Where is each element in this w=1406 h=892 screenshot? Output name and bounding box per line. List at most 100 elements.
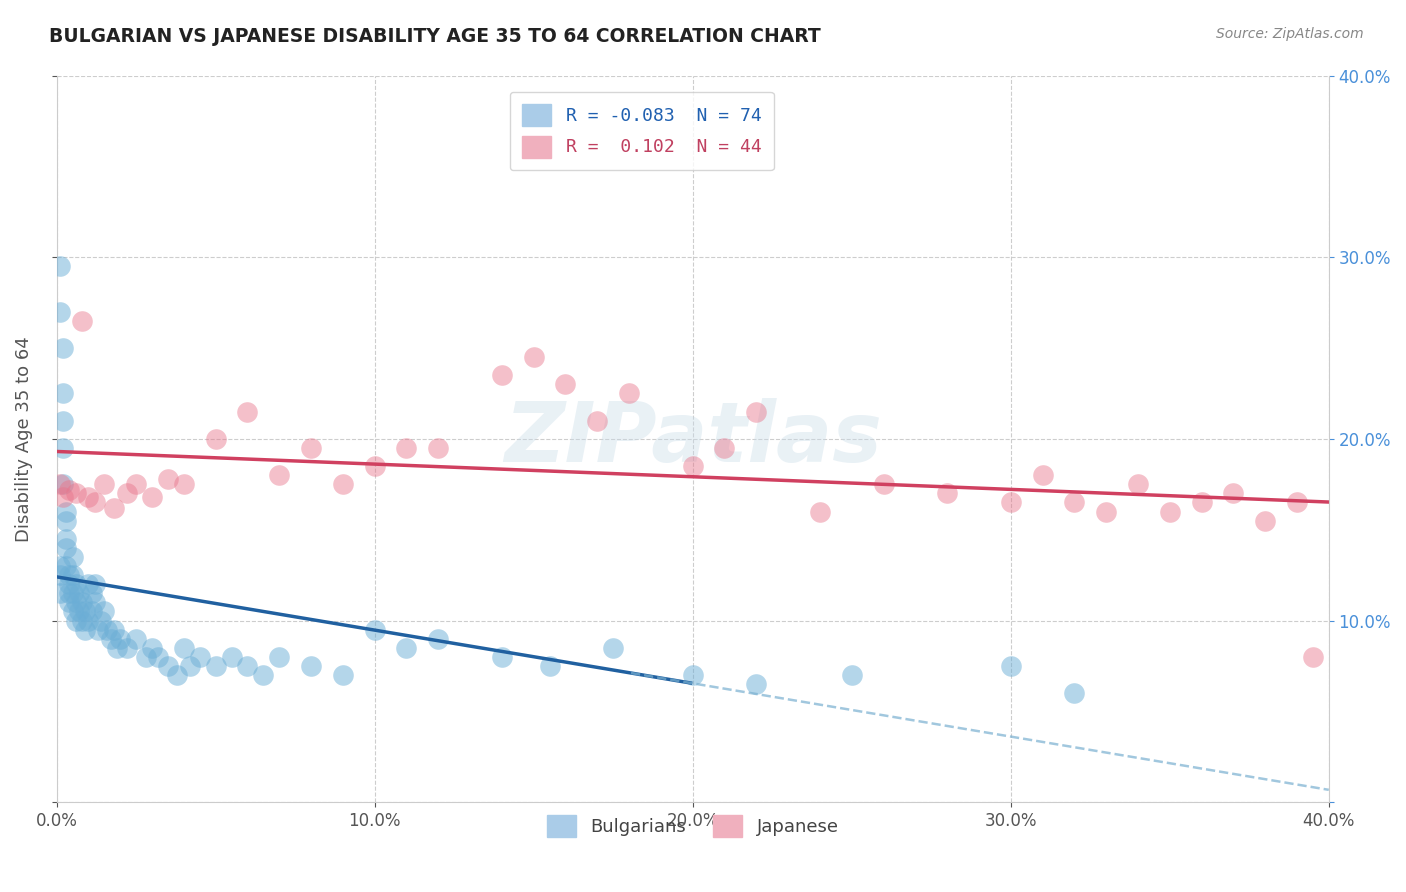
Point <box>67 605 90 619</box>
Point <box>58 595 80 609</box>
Point <box>269 649 291 664</box>
Point <box>49 586 72 600</box>
Point <box>105 640 128 655</box>
Point <box>1000 659 1022 673</box>
Point <box>77 577 100 591</box>
Point <box>1159 505 1181 519</box>
Point <box>103 500 125 515</box>
Point <box>141 490 163 504</box>
Point <box>1254 514 1277 528</box>
Point <box>115 640 138 655</box>
Point <box>395 640 418 655</box>
Point <box>77 490 100 504</box>
Point <box>77 614 100 628</box>
Point <box>1031 468 1053 483</box>
Point <box>617 386 640 401</box>
Point <box>55 559 77 574</box>
Point <box>491 368 513 383</box>
Point <box>115 486 138 500</box>
Point <box>269 468 291 483</box>
Point <box>80 605 103 619</box>
Point <box>1191 495 1213 509</box>
Point <box>1126 477 1149 491</box>
Point <box>58 586 80 600</box>
Point <box>55 505 77 519</box>
Point <box>65 614 87 628</box>
Point <box>52 441 75 455</box>
Point <box>236 659 259 673</box>
Point <box>252 668 274 682</box>
Point <box>100 632 122 646</box>
Point <box>49 477 72 491</box>
Point <box>1285 495 1308 509</box>
Point <box>62 605 84 619</box>
Point <box>52 341 75 355</box>
Point <box>70 314 93 328</box>
Point <box>166 668 188 682</box>
Point <box>55 532 77 546</box>
Point <box>713 441 735 455</box>
Y-axis label: Disability Age 35 to 64: Disability Age 35 to 64 <box>15 336 32 541</box>
Point <box>62 568 84 582</box>
Point <box>332 477 354 491</box>
Point <box>125 632 148 646</box>
Point <box>65 486 87 500</box>
Point <box>173 640 195 655</box>
Point <box>188 649 211 664</box>
Point <box>83 577 105 591</box>
Point <box>427 441 450 455</box>
Point <box>872 477 894 491</box>
Point <box>62 549 84 564</box>
Point <box>538 659 561 673</box>
Point <box>936 486 959 500</box>
Point <box>96 623 118 637</box>
Point <box>808 505 831 519</box>
Point <box>221 649 243 664</box>
Point <box>52 386 75 401</box>
Point <box>1222 486 1244 500</box>
Point <box>70 595 93 609</box>
Point <box>299 441 322 455</box>
Point <box>1063 686 1085 700</box>
Point <box>1302 649 1324 664</box>
Point <box>103 623 125 637</box>
Point <box>682 668 704 682</box>
Point <box>67 586 90 600</box>
Point <box>427 632 450 646</box>
Point <box>110 632 132 646</box>
Point <box>135 649 157 664</box>
Point <box>586 414 609 428</box>
Point <box>395 441 418 455</box>
Point <box>49 568 72 582</box>
Point <box>363 623 385 637</box>
Point <box>58 568 80 582</box>
Point <box>156 659 179 673</box>
Point <box>841 668 863 682</box>
Point <box>236 404 259 418</box>
Point <box>148 649 170 664</box>
Text: BULGARIAN VS JAPANESE DISABILITY AGE 35 TO 64 CORRELATION CHART: BULGARIAN VS JAPANESE DISABILITY AGE 35 … <box>49 27 821 45</box>
Point <box>65 577 87 591</box>
Point <box>156 472 179 486</box>
Point <box>62 586 84 600</box>
Point <box>87 623 110 637</box>
Point <box>204 432 226 446</box>
Point <box>745 404 768 418</box>
Point <box>523 350 546 364</box>
Point <box>52 490 75 504</box>
Point <box>204 659 226 673</box>
Point <box>80 586 103 600</box>
Point <box>83 595 105 609</box>
Point <box>745 677 768 691</box>
Point <box>93 477 115 491</box>
Point <box>1063 495 1085 509</box>
Point <box>299 659 322 673</box>
Point <box>1000 495 1022 509</box>
Legend: Bulgarians, Japanese: Bulgarians, Japanese <box>540 807 845 844</box>
Point <box>58 483 80 497</box>
Point <box>55 514 77 528</box>
Text: ZIPatlas: ZIPatlas <box>503 399 882 479</box>
Point <box>602 640 624 655</box>
Point <box>49 260 72 274</box>
Point <box>1095 505 1118 519</box>
